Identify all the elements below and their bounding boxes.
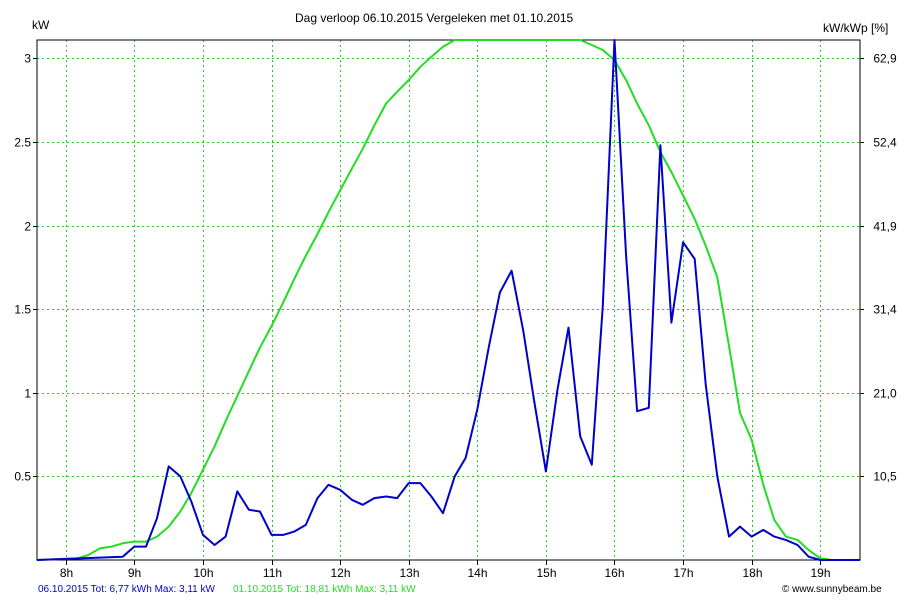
y-left-tick-label: 3 [24,52,31,66]
legend-series-2: 01.10.2015 Tot: 18,81 kWh Max: 3,11 kW [233,584,416,595]
y-left-tick-label: 0.5 [14,470,31,484]
y-left-tick-label: 2 [24,220,31,234]
y-right-tick-label: 31,4 [873,303,897,317]
y-right-tick-label: 52,4 [873,136,897,150]
series-line-06102015 [36,39,860,561]
y-right-tick-label: 62,9 [873,52,897,66]
x-tick-label: 8h [60,566,73,580]
chart-title: Dag verloop 06.10.2015 Vergeleken met 01… [295,11,574,25]
grid-lines [37,40,860,560]
y-right-tick-label: 41,9 [873,220,897,234]
y-left-tick-label: 1 [24,387,31,401]
x-tick-label: 11h [263,566,282,580]
tick-marks [33,58,864,565]
copyright-text: © www.sunnybeam.be [782,584,882,595]
x-tick-label: 9h [128,566,141,580]
series-line-01102015 [36,39,860,561]
y-right-tick-label: 21,0 [873,387,897,401]
x-tick-label: 15h [536,566,556,580]
series-lines [36,39,860,561]
y-left-axis-label: kW [32,18,50,32]
x-tick-label: 19h [810,566,830,580]
y-right-axis-label: kW/kWp [%] [823,21,889,35]
y-left-tick-label: 1.5 [14,303,31,317]
x-tick-label: 10h [193,566,213,580]
y-left-tick-label: 2.5 [14,136,31,150]
x-tick-label: 16h [604,566,624,580]
x-tick-label: 12h [330,566,350,580]
legend-series-1: 06.10.2015 Tot: 6,77 kWh Max: 3,11 kW [38,584,215,595]
x-tick-label: 17h [673,566,693,580]
y-right-tick-label: 10,5 [873,470,897,484]
x-tick-label: 18h [742,566,762,580]
plot-area [36,39,861,561]
tick-labels: 8h 9h 10h 11h 12h 13h 14h 15h 16h 17h 18h 19h 3 62,9 2… [14,52,897,581]
x-tick-label: 13h [399,566,419,580]
x-tick-label: 14h [467,566,487,580]
